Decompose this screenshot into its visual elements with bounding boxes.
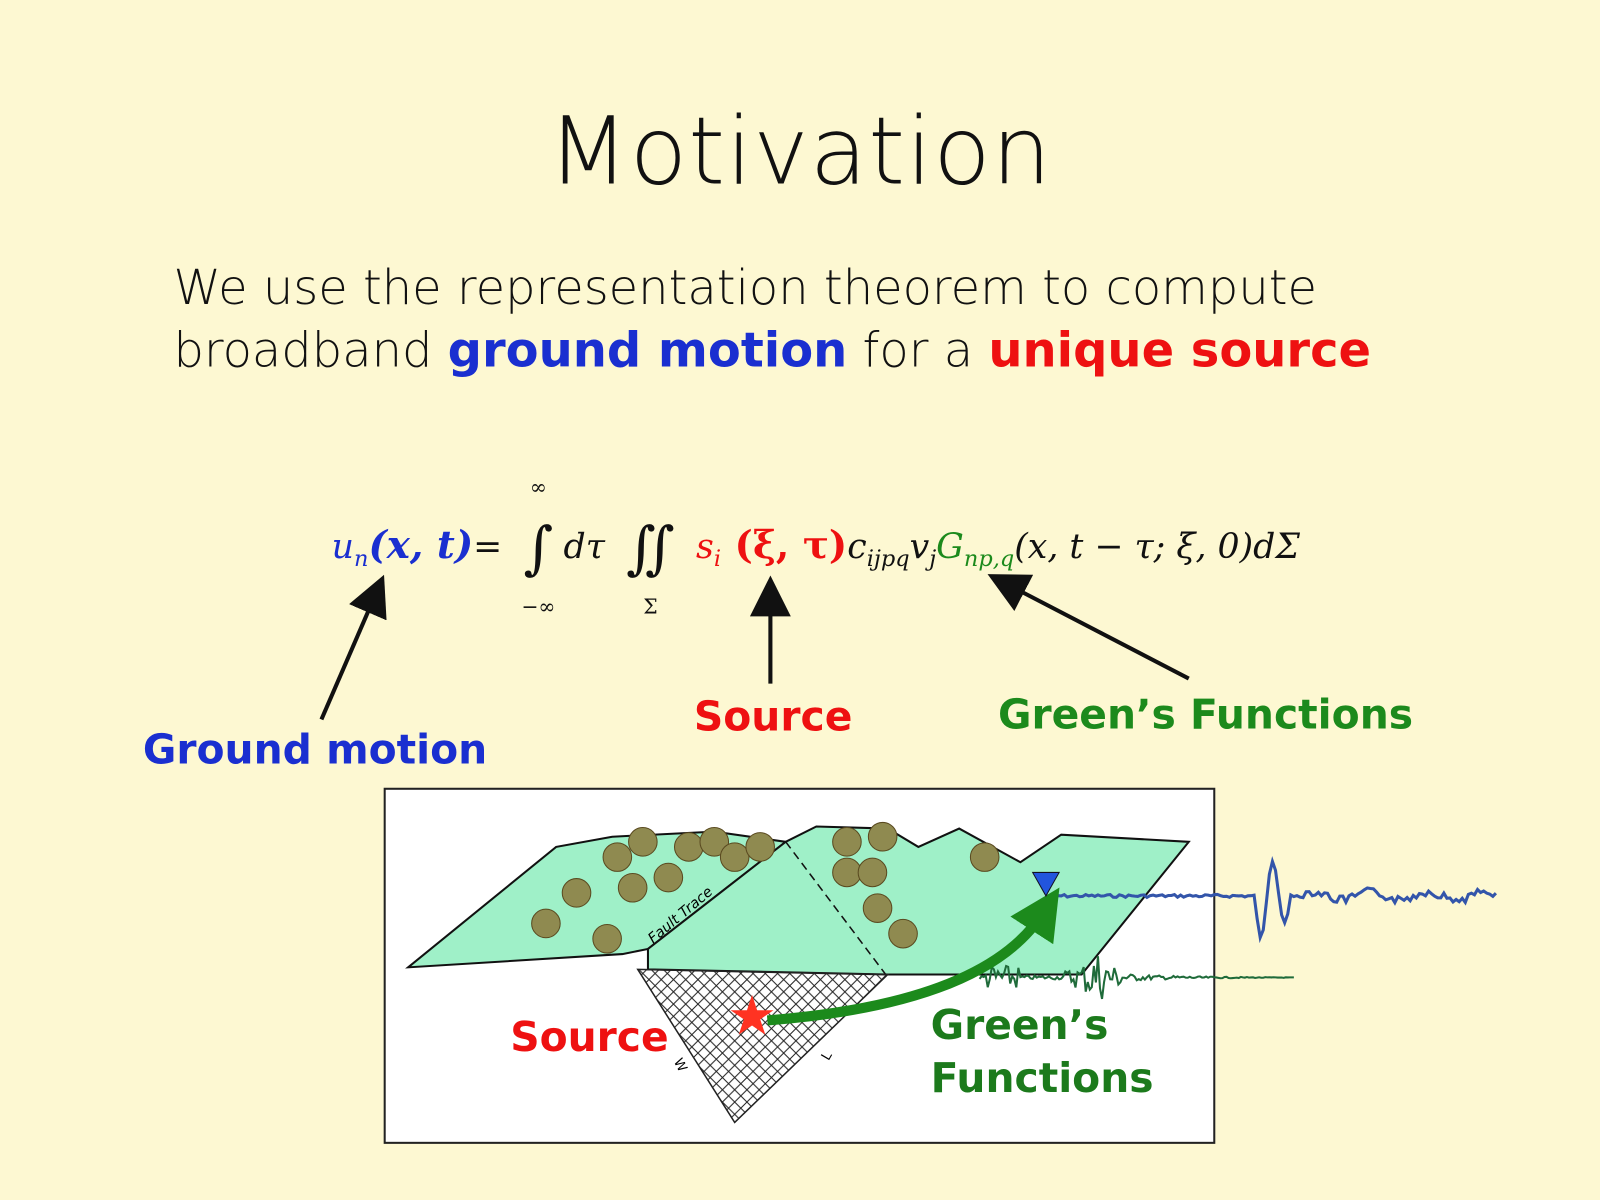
tree-icon [888, 918, 918, 949]
tree-icon [867, 821, 898, 852]
tree-icon [617, 872, 648, 903]
tree-icon [745, 832, 775, 862]
label-greens-functions: Green’s Functions [997, 691, 1414, 739]
body-line-1: We use the representation theorem to com… [173, 260, 1318, 317]
eq-greens-args: (x, t − τ; ξ, 0) [1014, 526, 1254, 567]
tree-icon [832, 827, 862, 857]
diagram-greens-label-2: Functions [931, 1054, 1154, 1102]
width-label: W [670, 1056, 689, 1075]
hypocenter-star-icon [730, 994, 774, 1035]
tree-icon [969, 842, 1000, 872]
body-text: broadband [173, 322, 448, 379]
label-ground-motion: Ground motion [142, 726, 488, 774]
tree-icon [602, 842, 633, 872]
highlight-unique-source: unique source [988, 322, 1372, 379]
eq-time-integral: ∞ ∫ −∞ [521, 474, 556, 619]
arrow-greens [987, 574, 1190, 681]
eq-ground-motion: un(x, t) [331, 520, 474, 572]
highlight-ground-motion: ground motion [447, 322, 848, 379]
tree-icon [531, 908, 561, 939]
greens-path-arrow [766, 887, 1060, 1026]
trees [531, 821, 1000, 954]
diagram-greens-label-1: Green’s [931, 1001, 1109, 1049]
tree-icon [592, 923, 622, 954]
fault-dashed-line [785, 841, 887, 975]
eq-source: si (ξ, τ) [696, 520, 848, 572]
fault-plane-mesh [636, 968, 890, 1124]
body-line-2: broadband ground motion for a unique sou… [173, 322, 1371, 378]
eq-surface-integral: ∬ Σ [626, 515, 675, 619]
eq-dsigma: dΣ [1253, 526, 1300, 567]
tree-icon [857, 857, 888, 888]
diagram-source-label: Source [510, 1013, 668, 1061]
tree-icon [628, 827, 658, 857]
slide-title: Motivation [547, 96, 1053, 207]
eq-equals: = [473, 526, 503, 567]
greens-function-waveform [978, 956, 1294, 1000]
label-source: Source [693, 693, 853, 741]
body-text: for a [847, 322, 989, 379]
eq-normal: vj [909, 526, 937, 572]
tree-icon [673, 832, 704, 862]
eq-greens-function: Gnp,q [936, 526, 1015, 572]
representation-theorem-equation: un(x, t) = ∞ ∫ −∞ dτ ∬ Σ si (ξ, τ)cijpqvjGnp… [331, 474, 1300, 619]
station-icon [1031, 871, 1061, 897]
ground-motion-waveform [1045, 855, 1498, 944]
tree-icon [561, 878, 592, 908]
eq-elastic-tensor: cijpq [847, 526, 910, 572]
arrow-ground-motion [319, 574, 387, 721]
tree-icon [719, 842, 750, 872]
tree-icon [832, 857, 862, 888]
tree-icon [653, 862, 684, 893]
tree-icon [699, 827, 730, 857]
tree-icon [862, 893, 893, 923]
eq-dtau: dτ [563, 526, 605, 567]
